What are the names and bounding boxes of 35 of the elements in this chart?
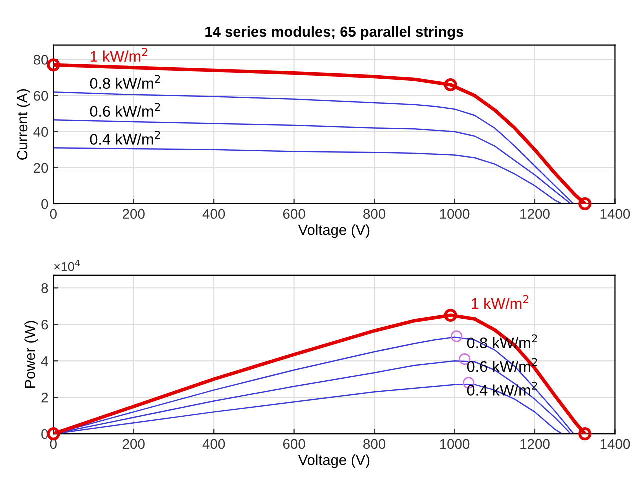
text: ×10$^{4}$ (54, 260, 80, 272)
series-label: 0.6 kW/m$^{2}$ (90, 103, 160, 118)
x-tick-label: 1000 (440, 439, 470, 450)
x-tick-label: 200 (122, 209, 145, 220)
y-tick-label: 8 (42, 283, 48, 294)
y-tick-label: 60 (34, 91, 48, 101)
y-tick-label: 20 (34, 163, 48, 174)
y-tick-label: 4 (41, 356, 48, 366)
series-label: 1 kW/m$^{2}$ (472, 295, 528, 310)
y-tick-label: 6 (42, 320, 48, 330)
y-tick-label: 80 (34, 55, 48, 65)
x-axis-title: Voltage (V) (298, 454, 370, 468)
x-tick-label: 600 (283, 439, 306, 450)
x-tick-label: 200 (122, 439, 145, 450)
x-tick-label: 1400 (600, 209, 630, 220)
y-tick-label: 40 (34, 127, 48, 138)
x-tick-label: 800 (364, 439, 386, 450)
x-tick-label: 400 (202, 439, 226, 450)
series-label: 0.4 kW/m$^{2}$ (90, 131, 160, 145)
series-label: 1 kW/m$^{2}$ (90, 48, 148, 62)
y-axis-title: Current (A) (16, 89, 31, 160)
series-label: 0.8 kW/m$^{2}$ (90, 75, 160, 90)
x-tick-label: 800 (364, 209, 386, 220)
y-tick-label: 0 (42, 199, 48, 210)
x-tick-label: 1400 (600, 439, 630, 450)
x-tick-label: 1200 (520, 209, 550, 220)
x-tick-label: 1000 (440, 209, 470, 220)
x-tick-label: 600 (283, 209, 306, 220)
x-axis-title: Voltage (V) (298, 224, 370, 238)
y-axis-title: Power (W) (24, 321, 38, 388)
y-tick-label: 2 (42, 392, 48, 403)
x-tick-label: 1200 (520, 439, 550, 450)
x-tick-label: 0 (50, 209, 57, 220)
x-tick-label: 400 (202, 209, 226, 220)
chart-title: 14 series modules; 65 parallel strings (206, 26, 464, 40)
